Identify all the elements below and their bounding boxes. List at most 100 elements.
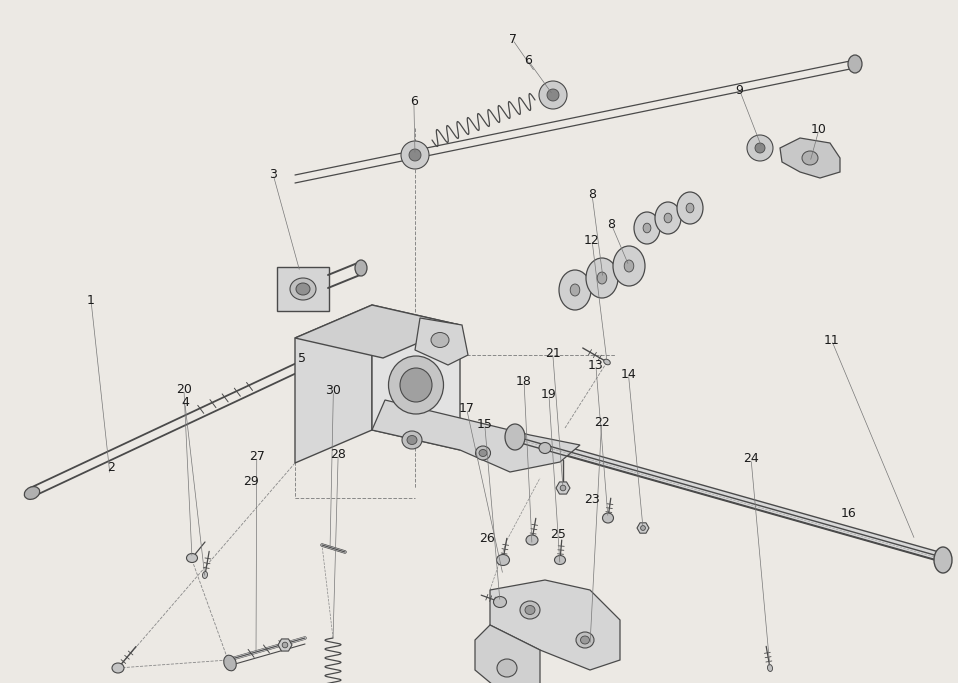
Ellipse shape (539, 81, 567, 109)
Ellipse shape (586, 258, 618, 298)
Ellipse shape (641, 526, 646, 531)
Ellipse shape (496, 600, 503, 604)
Text: 10: 10 (811, 122, 827, 136)
Ellipse shape (677, 192, 703, 224)
Ellipse shape (500, 557, 506, 563)
Ellipse shape (187, 553, 197, 563)
Ellipse shape (605, 514, 610, 522)
Polygon shape (415, 318, 468, 365)
Text: 27: 27 (249, 449, 264, 463)
Text: 29: 29 (243, 475, 259, 488)
Ellipse shape (202, 572, 208, 579)
Text: 1: 1 (87, 294, 95, 307)
Ellipse shape (407, 436, 417, 445)
Text: 4: 4 (181, 396, 189, 410)
Ellipse shape (401, 141, 429, 169)
Ellipse shape (355, 260, 367, 276)
Ellipse shape (755, 143, 765, 153)
Polygon shape (637, 522, 649, 533)
Text: 8: 8 (607, 217, 615, 231)
Polygon shape (295, 305, 372, 463)
Ellipse shape (505, 424, 525, 450)
Ellipse shape (934, 547, 952, 573)
Ellipse shape (402, 431, 422, 449)
Ellipse shape (603, 513, 613, 523)
Ellipse shape (581, 636, 589, 644)
Ellipse shape (409, 149, 421, 161)
Text: 20: 20 (176, 382, 192, 396)
Text: 25: 25 (551, 527, 566, 541)
Text: 18: 18 (516, 374, 532, 388)
Ellipse shape (558, 557, 562, 563)
Text: 24: 24 (743, 452, 759, 466)
Ellipse shape (290, 278, 316, 300)
Text: 22: 22 (594, 415, 609, 429)
Text: 13: 13 (588, 359, 604, 372)
Polygon shape (372, 305, 460, 450)
Text: 23: 23 (584, 493, 600, 507)
Ellipse shape (479, 449, 487, 456)
Ellipse shape (655, 202, 681, 234)
Text: 19: 19 (541, 388, 557, 402)
Text: 6: 6 (410, 94, 418, 108)
Ellipse shape (686, 204, 694, 213)
Ellipse shape (224, 655, 237, 671)
Ellipse shape (497, 659, 517, 677)
Ellipse shape (848, 55, 862, 73)
Ellipse shape (597, 272, 606, 284)
Ellipse shape (530, 537, 535, 544)
Ellipse shape (613, 246, 645, 286)
Ellipse shape (520, 601, 540, 619)
Ellipse shape (112, 663, 124, 673)
Ellipse shape (560, 485, 566, 491)
Polygon shape (295, 305, 460, 358)
Ellipse shape (493, 596, 507, 607)
Ellipse shape (400, 368, 432, 402)
Ellipse shape (559, 270, 591, 310)
Text: 2: 2 (107, 461, 115, 475)
Ellipse shape (431, 333, 449, 348)
Text: 12: 12 (584, 234, 600, 247)
Text: 9: 9 (736, 83, 743, 97)
Text: 30: 30 (326, 384, 341, 398)
Ellipse shape (496, 555, 510, 566)
Text: 17: 17 (459, 402, 474, 415)
Ellipse shape (525, 606, 535, 615)
Ellipse shape (115, 665, 121, 671)
Polygon shape (780, 138, 840, 178)
Polygon shape (556, 482, 570, 494)
Polygon shape (278, 639, 292, 651)
Ellipse shape (664, 213, 672, 223)
Ellipse shape (604, 359, 610, 365)
Ellipse shape (643, 223, 650, 233)
Text: 8: 8 (588, 188, 596, 201)
Polygon shape (490, 580, 620, 670)
Text: 5: 5 (298, 352, 306, 365)
Ellipse shape (526, 535, 538, 545)
Ellipse shape (767, 665, 772, 671)
Polygon shape (372, 400, 580, 472)
FancyBboxPatch shape (277, 267, 329, 311)
Text: 11: 11 (824, 333, 839, 347)
Ellipse shape (24, 486, 39, 499)
Ellipse shape (634, 212, 660, 244)
Polygon shape (475, 625, 540, 683)
Ellipse shape (570, 284, 580, 296)
Ellipse shape (389, 356, 444, 414)
Ellipse shape (296, 283, 310, 295)
Text: 28: 28 (331, 447, 346, 461)
Text: 3: 3 (269, 167, 277, 181)
Ellipse shape (555, 555, 565, 565)
Ellipse shape (283, 642, 287, 647)
Ellipse shape (539, 443, 551, 454)
Ellipse shape (802, 151, 818, 165)
Text: 7: 7 (509, 33, 516, 46)
Ellipse shape (625, 260, 634, 272)
Ellipse shape (747, 135, 773, 161)
Text: 16: 16 (841, 507, 856, 520)
Text: 15: 15 (477, 418, 492, 432)
Ellipse shape (475, 446, 490, 460)
Text: 14: 14 (621, 367, 636, 381)
Ellipse shape (576, 632, 594, 648)
Text: 26: 26 (479, 532, 494, 546)
